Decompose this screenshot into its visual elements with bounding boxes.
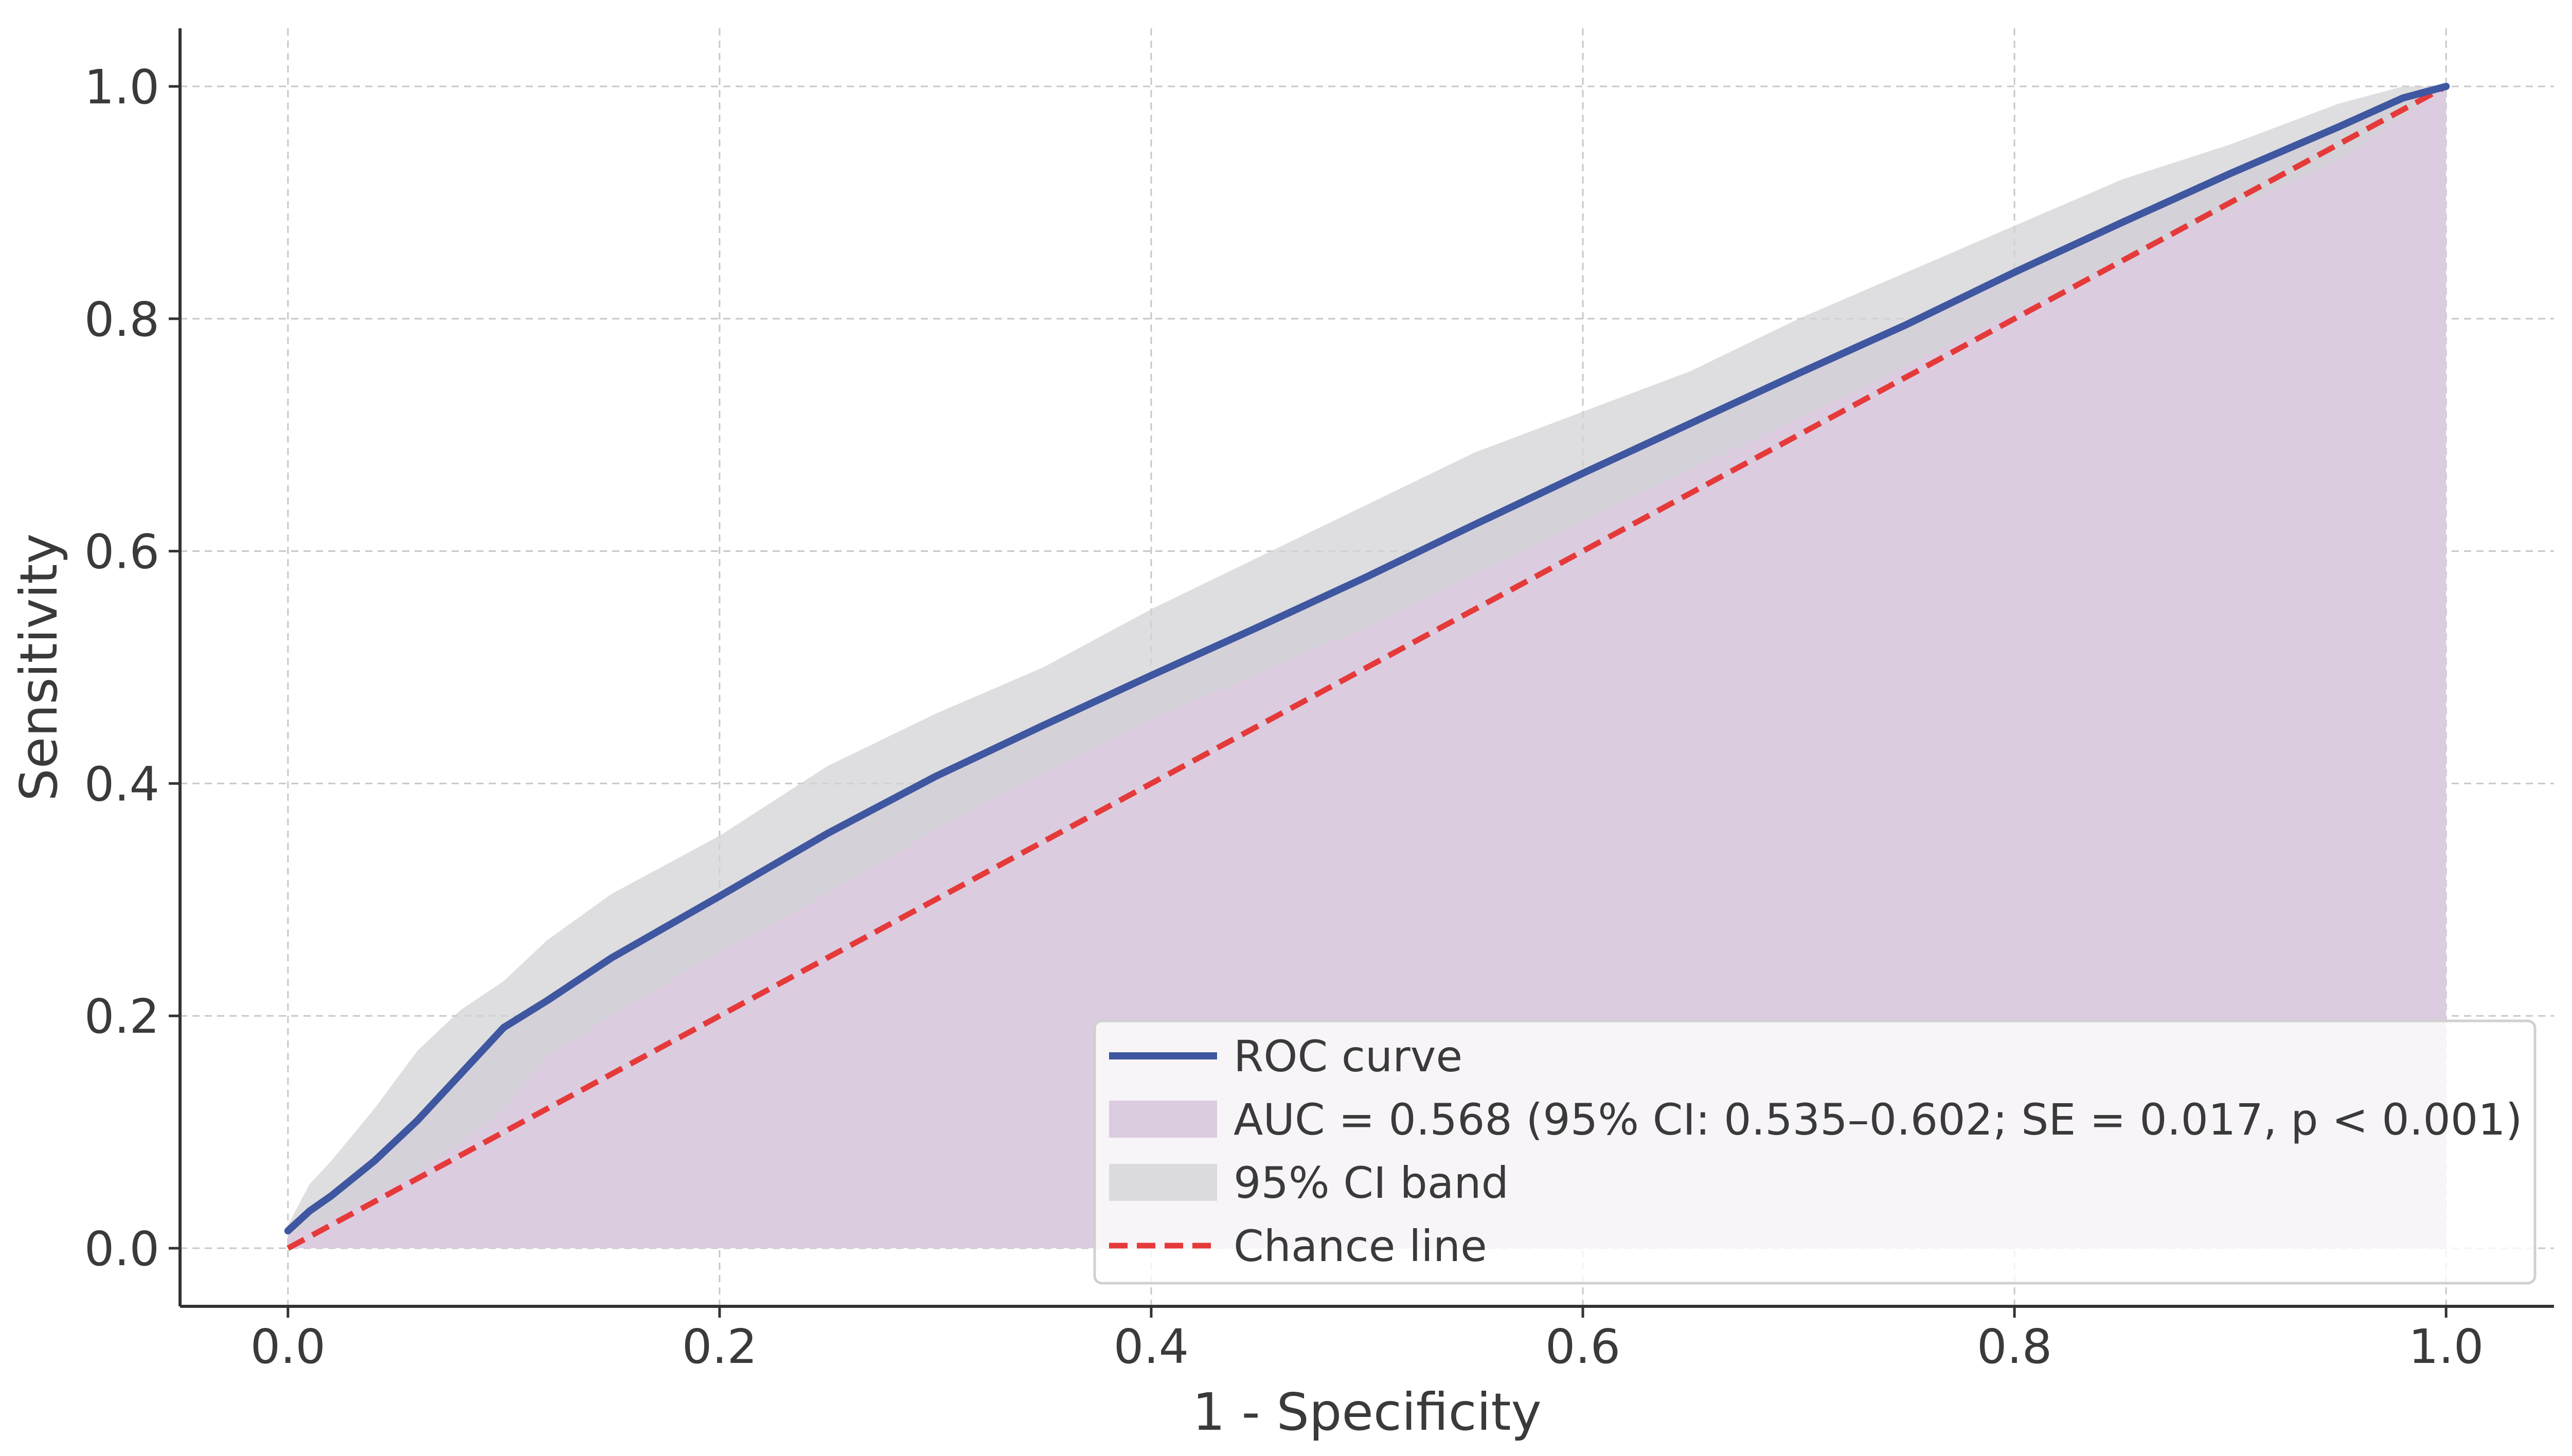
y-tick-label-0: 0.0 [84,1221,159,1277]
x-tick-label-5: 1.0 [2408,1319,2484,1374]
roc-curve-layer [284,82,2450,1235]
roc-curve-line [284,82,2450,1235]
legend-label-3: Chance line [1234,1221,1487,1271]
legend-label-0: ROC curve [1234,1031,1462,1082]
x-tick-label-3: 0.6 [1545,1319,1620,1374]
x-tick-label-4: 0.8 [1977,1319,2052,1374]
legend-label-1: AUC = 0.568 (95% CI: 0.535–0.602; SE = 0… [1234,1094,2523,1145]
legend: ROC curve AUC = 0.568 (95% CI: 0.535–0.60… [1093,1019,2537,1285]
legend-label-2: 95% CI band [1234,1158,1509,1208]
roc-point-13 [1043,725,1044,726]
roc-point-11 [827,833,828,834]
legend-patch-1 [1109,1101,1217,1138]
y-tick-label-2: 0.4 [84,757,159,812]
x-tick-label-0: 0.0 [251,1319,326,1374]
roc-point-19 [1690,423,1691,424]
y-tick-label-5: 1.0 [84,60,159,115]
axes [178,28,2554,1308]
x-tick-label-2: 0.4 [1114,1319,1189,1374]
legend-patch-2 [1109,1164,1217,1201]
chance-line [287,84,2448,1251]
roc-point-4 [417,1120,418,1121]
y-tick-label-4: 0.8 [84,292,159,347]
roc-point-12 [935,776,936,777]
x-tick-label-1: 0.2 [682,1319,757,1374]
roc-point-22 [2014,272,2015,273]
y-axis-label: Sensitivity [9,533,69,801]
y-tick-label-3: 0.6 [84,525,159,580]
y-tick-label-1: 0.2 [84,989,159,1044]
tick-labels: 0.0 0.2 0.4 0.6 0.8 1.0 0.0 0.2 0.4 0.6 0.8 1.0 [84,60,2484,1374]
legend-box [1093,1019,2537,1285]
chance-line-layer [287,84,2448,1251]
x-axis-label: 1 - Specificity [1192,1382,1542,1442]
